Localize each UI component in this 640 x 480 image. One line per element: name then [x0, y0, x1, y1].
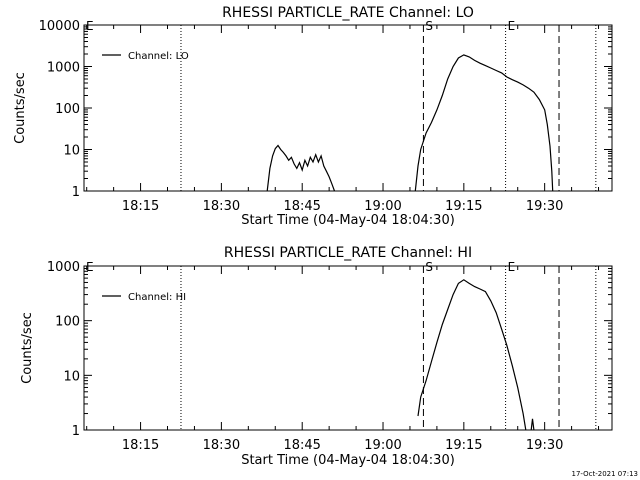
y-tick-label: 100 [55, 102, 80, 117]
time-marker-label: E [508, 260, 516, 274]
x-axis-label: Start Time (04-May-04 18:04:30) [241, 453, 455, 468]
y-axis-label: Counts/sec [13, 72, 28, 144]
time-marker-label: E [508, 19, 516, 33]
x-tick-label: 19:30 [526, 199, 563, 214]
x-tick-label: 19:15 [445, 199, 482, 214]
x-axis-label: Start Time (04-May-04 18:04:30) [241, 213, 455, 228]
series-line-segment-0 [266, 144, 336, 192]
y-axis-label: Counts/sec [20, 312, 35, 384]
x-tick-label: 18:15 [122, 199, 159, 214]
legend-label: Channel: HI [128, 292, 186, 303]
x-tick-label: 19:15 [445, 438, 482, 453]
chart-panel-0: RHESSI PARTICLE_RATE Channel: LO 1 10 100 10… [13, 5, 613, 228]
series-line-segment-0 [417, 279, 527, 431]
x-tick-label: 19:00 [364, 199, 401, 214]
chart-title: RHESSI PARTICLE_RATE Channel: LO [222, 5, 474, 21]
series-line-segment-1 [530, 418, 535, 431]
x-tick-label: 19:00 [364, 438, 401, 453]
legend-label: Channel: LO [128, 51, 189, 62]
time-marker-label: E [86, 19, 94, 33]
y-tick-label: 1 [72, 424, 80, 439]
x-tick-label: 18:30 [203, 199, 240, 214]
series-line-segment-1 [414, 54, 554, 192]
x-tick-label: 19:30 [526, 438, 563, 453]
chart-panel-1: RHESSI PARTICLE_RATE Channel: HI 1 10 100 10… [20, 245, 613, 468]
plot-frame [83, 265, 613, 431]
y-tick-label: 1000 [47, 61, 80, 76]
y-tick-label: 10 [63, 369, 80, 384]
x-tick-label: 18:45 [283, 199, 320, 214]
y-tick-label: 1 [72, 185, 80, 200]
y-tick-label: 1000 [47, 260, 80, 275]
y-tick-label: 100 [55, 315, 80, 330]
chart-title: RHESSI PARTICLE_RATE Channel: HI [224, 245, 472, 261]
plot-frame [83, 24, 613, 192]
x-tick-label: 18:45 [283, 438, 320, 453]
footer-timestamp: 17-Oct-2021 07:13 [571, 470, 638, 478]
y-tick-label: 10000 [39, 19, 80, 34]
time-marker-label: E [86, 260, 94, 274]
time-marker-label: S [425, 260, 433, 274]
y-tick-label: 10 [63, 144, 80, 159]
x-tick-label: 18:30 [203, 438, 240, 453]
time-marker-label: S [425, 19, 433, 33]
x-tick-label: 18:15 [122, 438, 159, 453]
